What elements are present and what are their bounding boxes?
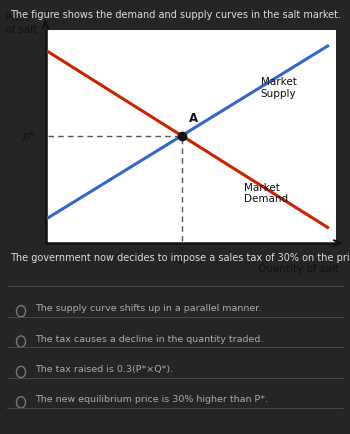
Text: Q*: Q* (175, 255, 189, 265)
Text: The government now decides to impose a sales tax of 30% on the price of salt, to: The government now decides to impose a s… (10, 253, 350, 263)
Text: A: A (189, 112, 198, 125)
Text: The tax causes a decline in the quantity traded.: The tax causes a decline in the quantity… (35, 335, 263, 344)
Text: p*: p* (22, 131, 34, 141)
Text: The supply curve shifts up in a parallel manner.: The supply curve shifts up in a parallel… (35, 304, 261, 313)
Text: Market
Demand: Market Demand (244, 183, 288, 204)
Text: The new equilibrium price is 30% higher than P*.: The new equilibrium price is 30% higher … (35, 395, 268, 404)
Text: Market
Supply: Market Supply (261, 77, 296, 99)
Text: The tax raised is 0.3(P*×Q*).: The tax raised is 0.3(P*×Q*). (35, 365, 173, 374)
Text: Quantity of salt: Quantity of salt (258, 264, 339, 274)
Text: Price
of salt: Price of salt (5, 13, 37, 35)
Text: The figure shows the demand and supply curves in the salt market.: The figure shows the demand and supply c… (10, 10, 342, 20)
